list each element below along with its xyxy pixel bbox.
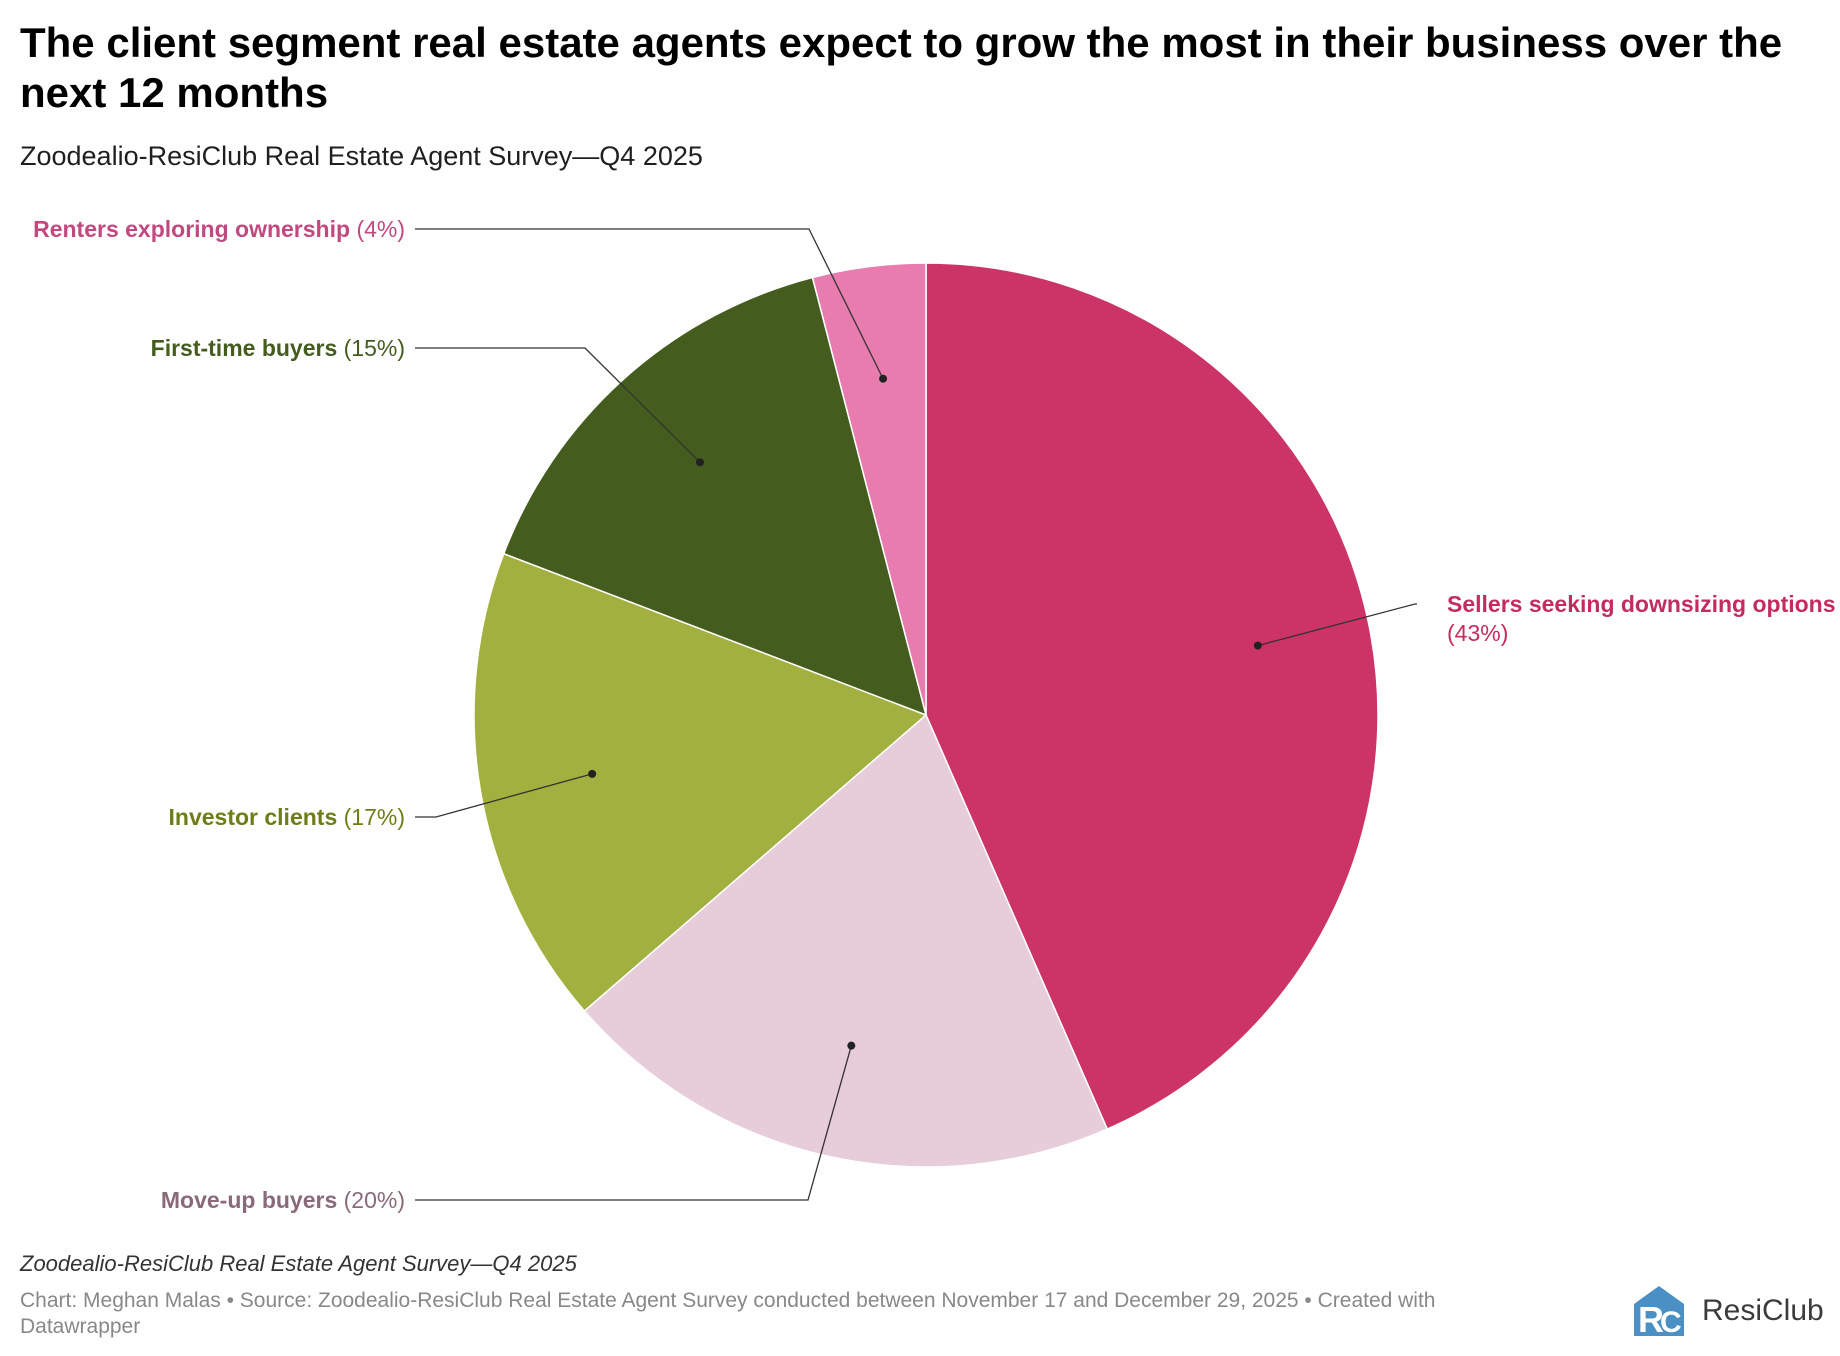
pie-slice-sellers-seeking-downsizing-options xyxy=(925,262,1379,1131)
slice-label: First-time buyers (15%) xyxy=(151,335,405,361)
leader-dot xyxy=(588,769,597,778)
chart-title: The client segment real estate agents ex… xyxy=(20,19,1783,116)
leader-line xyxy=(415,1045,852,1201)
pie-slice-investor-clients xyxy=(473,552,928,1013)
labels-layer: Sellers seeking downsizing options (43%) M… xyxy=(33,216,1835,1213)
slice-label: Renters exploring ownership (4%) xyxy=(33,216,405,242)
footer-credit: Chart: Meghan Malas • Source: Zoodealio-… xyxy=(20,1289,1436,1338)
slices-layer xyxy=(473,262,1379,1168)
leader-dot xyxy=(879,374,888,383)
pie-slice-renters-exploring-ownership xyxy=(811,262,927,716)
leader-dot xyxy=(695,458,704,467)
leader-dot xyxy=(847,1041,856,1050)
leader-line xyxy=(415,228,884,380)
chart-subtitle: Zoodealio-ResiClub Real Estate Agent Sur… xyxy=(20,141,703,171)
footer-note: Zoodealio-ResiClub Real Estate Agent Sur… xyxy=(20,1251,577,1276)
slice-label: Sellers seeking downsizing options (43%) xyxy=(1447,591,1836,646)
slice-label: Investor clients (17%) xyxy=(169,804,405,830)
leader-lines-layer xyxy=(415,228,1417,1201)
svg-text:C: C xyxy=(1660,1306,1682,1339)
resiclub-logo: R C ResiClub xyxy=(1630,1282,1824,1340)
pie-slice-move-up-buyers xyxy=(583,713,1109,1168)
leader-line xyxy=(1257,603,1417,647)
pie-slice-first-time-buyers xyxy=(502,276,928,717)
logo-text: ResiClub xyxy=(1702,1294,1824,1327)
leader-dot xyxy=(1253,641,1262,650)
svg-text:R: R xyxy=(1638,1299,1664,1340)
leader-line xyxy=(415,347,701,463)
leader-line xyxy=(415,773,593,818)
resiclub-logo-mark: R C xyxy=(1634,1286,1684,1340)
slice-label: Move-up buyers (20%) xyxy=(161,1187,405,1213)
